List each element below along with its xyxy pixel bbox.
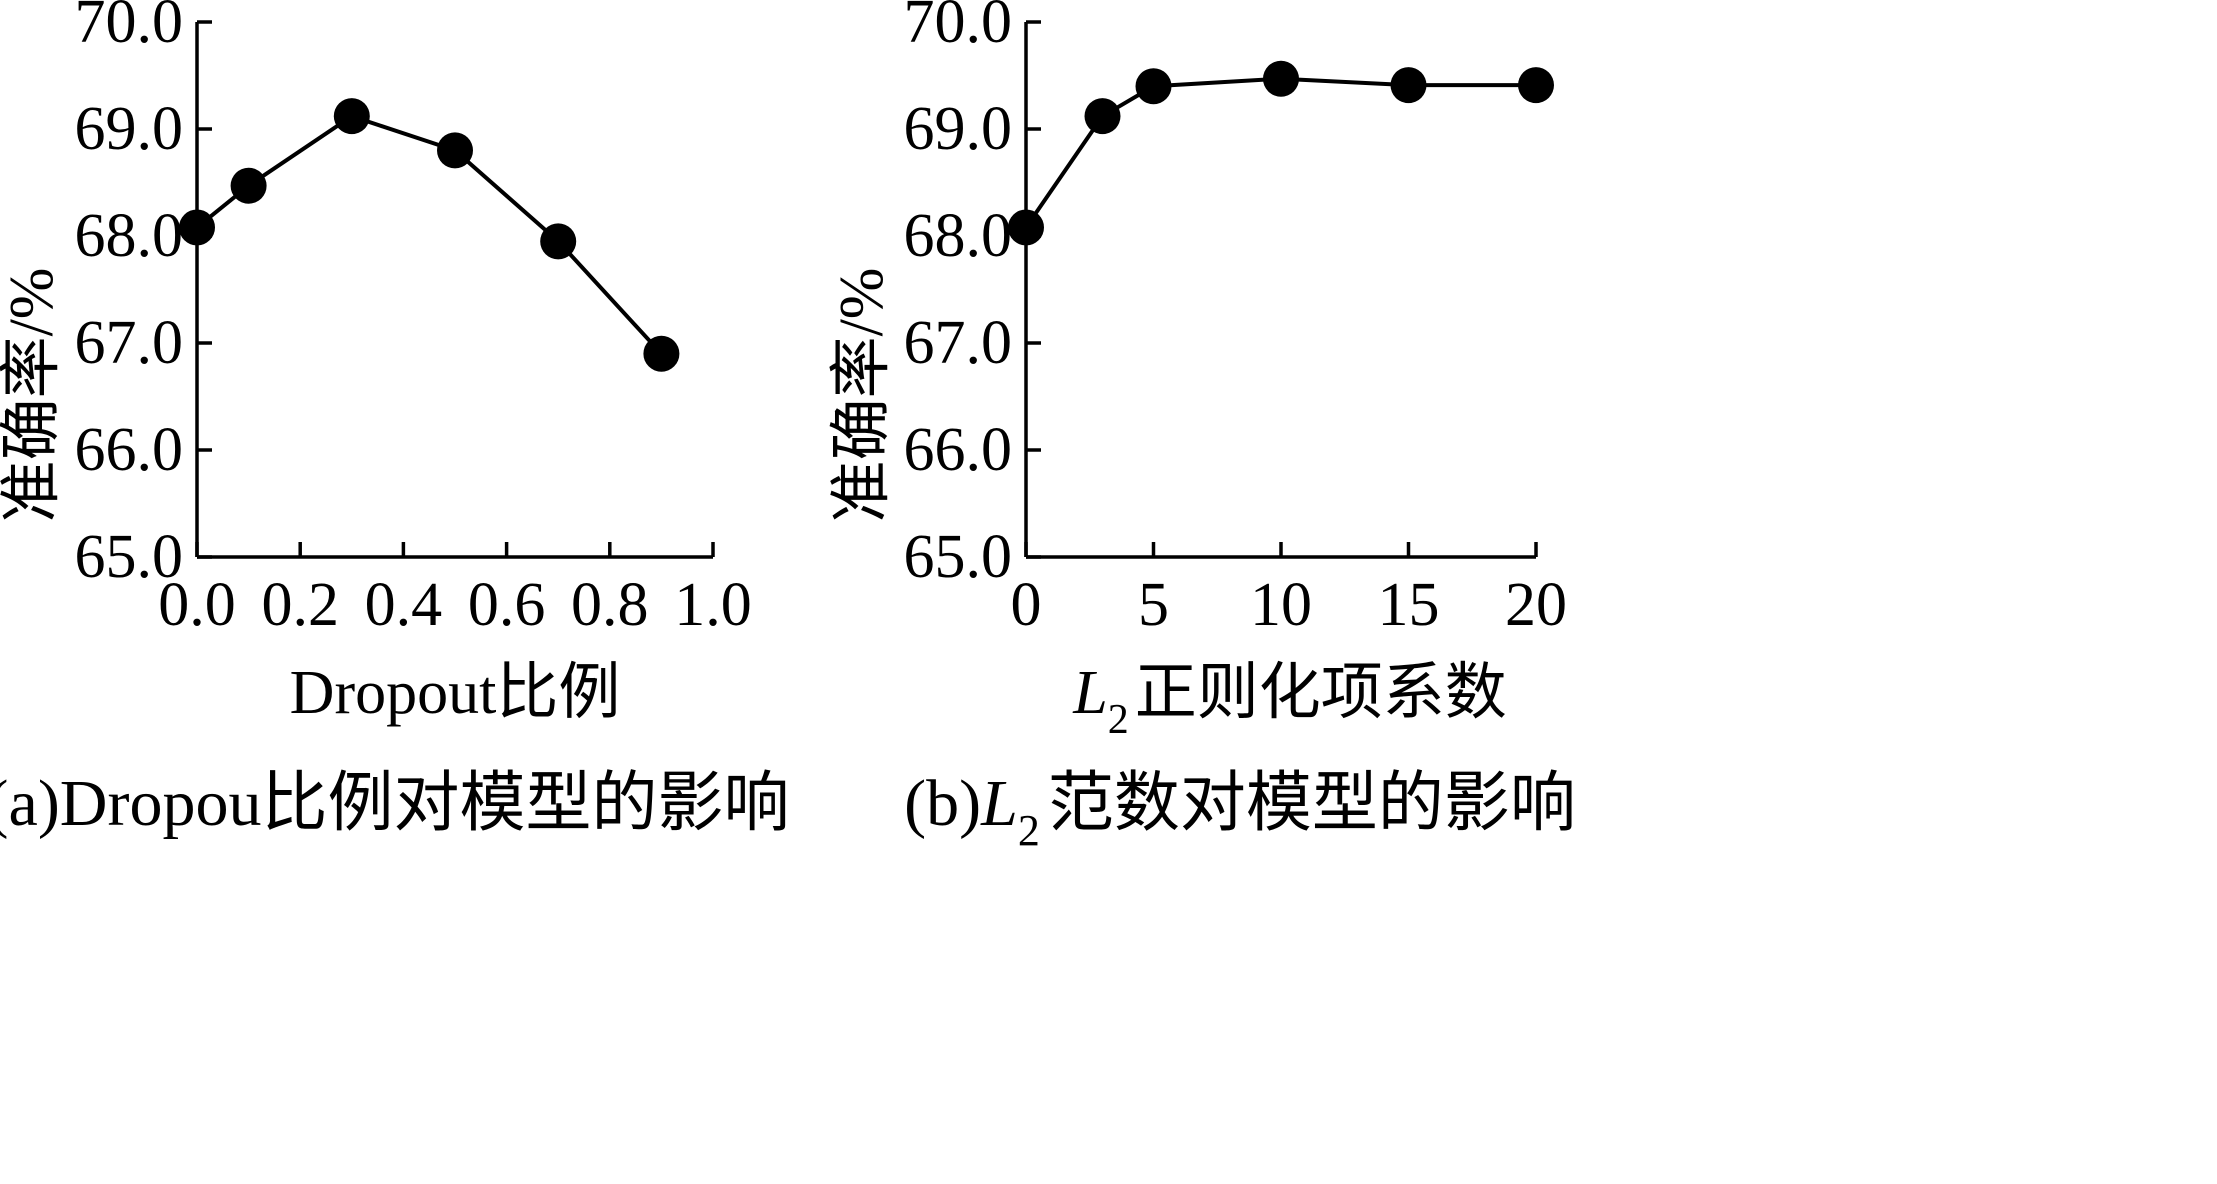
chart-b-y-tick-label: 67.0 <box>904 309 1013 377</box>
chart-b-y-tick-label: 70.0 <box>904 0 1013 56</box>
chart-a-x-tick-label: 0.2 <box>261 571 339 639</box>
chart-b-y-tick-label: 65.0 <box>904 523 1013 591</box>
chart-a-x-tick-label: 0.0 <box>158 571 236 639</box>
chart-a-y-tick-label: 69.0 <box>75 95 184 163</box>
chart-b-xlabel-rest: 正则化项系数 <box>1135 659 1507 727</box>
chart-b-data-point <box>1518 67 1554 104</box>
chart-a-axes <box>195 22 713 559</box>
chart-a-data-point <box>643 335 680 372</box>
chart-b-x-tick-label: 0 <box>1011 571 1042 639</box>
chart-b-caption-rest: 范数对模型的影响 <box>1048 767 1576 840</box>
chart-b-ylabel: 准确率/% <box>828 268 896 523</box>
chart-b-xlabel-sub: 2 <box>1108 697 1129 743</box>
chart-b-data-point <box>1008 209 1044 246</box>
chart-a-tick-labels: 65.0 66.0 67.0 68.0 69.0 70.0 0.0 0.2 0.4 0.6 0.8 1… <box>75 0 752 639</box>
chart-b-data-point <box>1084 98 1121 135</box>
chart-b-xlabel-var: L <box>1072 659 1107 727</box>
chart-b-y-tick-label: 69.0 <box>904 95 1013 163</box>
chart-b-caption-var: L <box>980 767 1018 840</box>
chart-a-x-tick-label: 0.6 <box>468 571 546 639</box>
chart-a-y-tick-label: 66.0 <box>75 416 184 484</box>
chart-b-caption-prefix: (b) <box>904 767 981 840</box>
chart-b-points <box>1008 60 1554 246</box>
chart-b-caption-sub: 2 <box>1018 806 1040 855</box>
chart-a-ylabel: 准确率/% <box>0 268 66 523</box>
chart-a-y-tick-label: 68.0 <box>75 202 184 270</box>
chart-panel-a: 65.0 66.0 67.0 68.0 69.0 70.0 0.0 0.2 0.4 0.6 0.8 1… <box>0 0 789 840</box>
chart-a-caption: (a)Dropou比例对模型的影响 <box>0 767 789 840</box>
chart-a-data-point <box>179 209 215 246</box>
chart-panel-b: 65.0 66.0 67.0 68.0 69.0 70.0 0 5 10 15 20 准确率/% L… <box>828 0 1576 855</box>
chart-b-y-tick-label: 68.0 <box>904 202 1013 270</box>
chart-b-x-tick-label: 20 <box>1505 571 1567 639</box>
chart-a-ticks <box>195 20 715 559</box>
chart-a-y-tick-label: 65.0 <box>75 523 184 591</box>
chart-a-y-tick-label: 70.0 <box>75 0 184 56</box>
chart-b-data-point <box>1263 60 1299 97</box>
chart-b-x-tick-label: 10 <box>1250 571 1312 639</box>
chart-b-x-tick-label: 15 <box>1378 571 1440 639</box>
chart-a-x-tick-label: 1.0 <box>674 571 752 639</box>
chart-b-data-point <box>1135 68 1172 105</box>
chart-b-x-tick-label: 5 <box>1138 571 1169 639</box>
chart-a-data-point <box>230 167 267 204</box>
chart-a-x-tick-label: 0.4 <box>365 571 443 639</box>
chart-b-tick-labels: 65.0 66.0 67.0 68.0 69.0 70.0 0 5 10 15 20 <box>904 0 1568 639</box>
chart-a-y-tick-label: 67.0 <box>75 309 184 377</box>
chart-b-xlabel: L2正则化项系数 <box>1072 659 1507 743</box>
chart-b-caption: (b)L2 范数对模型的影响 <box>904 767 1576 855</box>
chart-a-x-tick-label: 0.8 <box>571 571 649 639</box>
chart-b-y-tick-label: 66.0 <box>904 416 1013 484</box>
chart-a-data-point <box>437 132 473 169</box>
chart-a-series-line <box>195 113 663 356</box>
chart-a-data-point <box>333 98 370 135</box>
chart-b-data-point <box>1390 67 1427 104</box>
chart-a-data-point <box>540 223 577 260</box>
chart-b-series-line <box>1024 76 1536 229</box>
chart-a-points <box>179 98 680 372</box>
chart-a-xlabel: Dropout比例 <box>290 659 621 727</box>
